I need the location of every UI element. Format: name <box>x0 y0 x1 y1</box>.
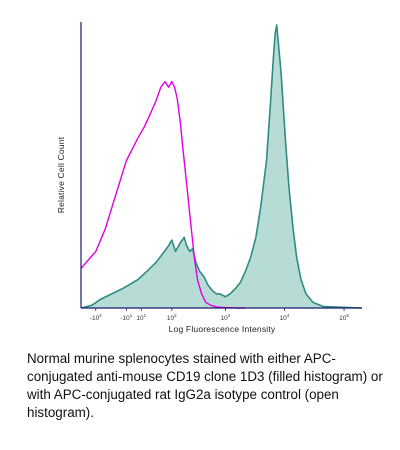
x-tick-label: 101 <box>136 313 146 322</box>
filled-histogram-outline <box>80 24 363 309</box>
open-histogram-line <box>80 80 246 309</box>
x-tick-label: -101 <box>120 313 132 322</box>
x-tick-label: -102 <box>90 313 102 322</box>
x-axis-ticks: -102 -101 101 102 103 104 105 <box>90 308 349 322</box>
x-tick-label: 105 <box>339 313 349 322</box>
filled-histogram-area <box>81 25 362 308</box>
y-axis-label: Relative Cell Count <box>56 136 66 213</box>
x-tick-label: 104 <box>280 313 290 322</box>
histogram-chart: -102 -101 101 102 103 104 105 Relative Cell Co… <box>56 22 363 334</box>
x-tick-label: 102 <box>167 313 177 322</box>
x-axis-label: Log Fluorescence Intensity <box>169 324 276 334</box>
plot-area <box>80 24 363 309</box>
figure-caption: Normal murine splenocytes stained with e… <box>27 351 383 420</box>
x-tick-label: 103 <box>221 313 231 322</box>
